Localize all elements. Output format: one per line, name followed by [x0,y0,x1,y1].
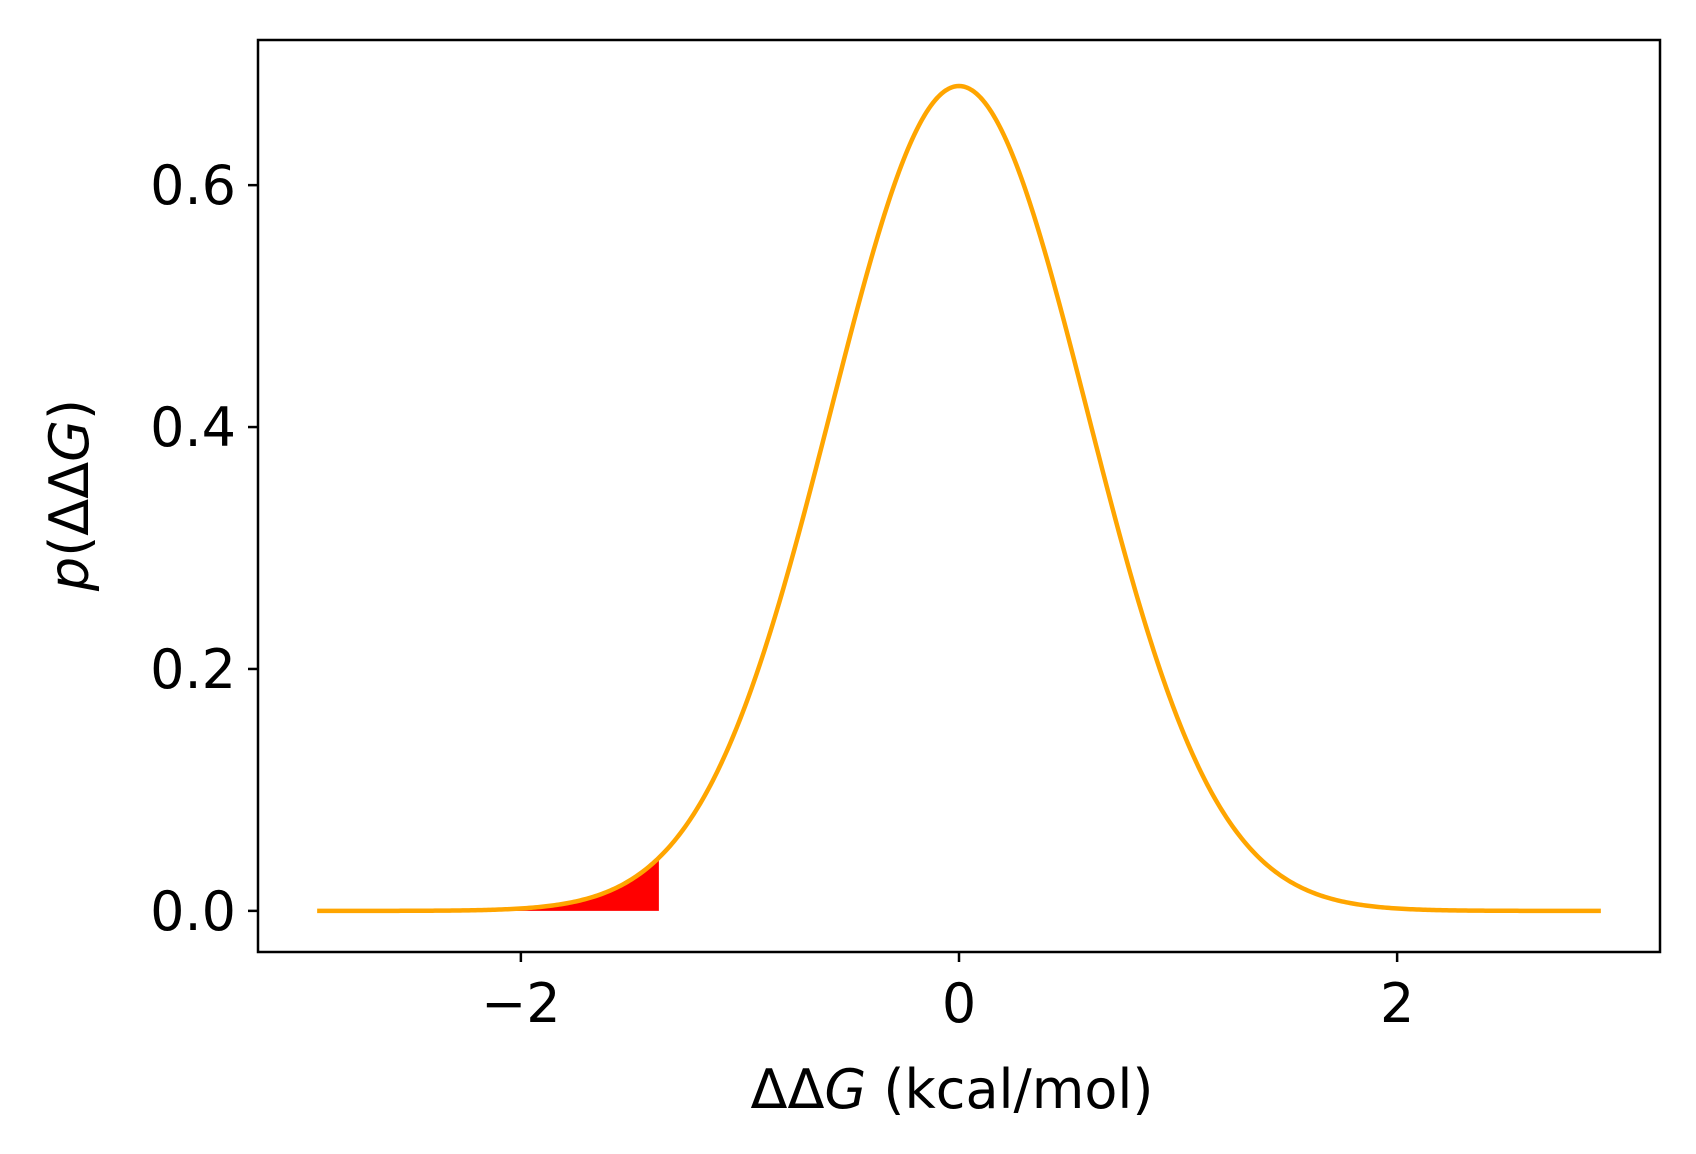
y-tick-label: 0.0 [150,880,236,943]
x-tick-label: 2 [1380,972,1414,1035]
y-axis-label: p(ΔΔG) [38,399,101,592]
plot-area [317,83,1601,914]
y-tick-label: 0.4 [150,396,236,459]
x-tick-label: −2 [481,972,561,1035]
axis-labels: ΔΔG (kcal/mol) p(ΔΔG) [38,399,1153,1121]
y-tick-label: 0.6 [150,154,236,217]
axes: −2 0 2 0.0 0.2 0.4 0.6 [150,38,1662,1035]
y-tick-label: 0.2 [150,638,236,701]
tail-fill-area [317,857,659,911]
axes-frame [256,38,1662,954]
x-tick-label: 0 [942,972,976,1035]
density-curve [317,83,1601,914]
x-axis-label: ΔΔG (kcal/mol) [751,1058,1154,1121]
